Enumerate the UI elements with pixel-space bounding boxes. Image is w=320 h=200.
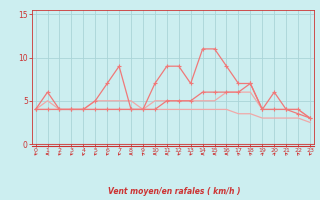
Text: Vent moyen/en rafales ( km/h ): Vent moyen/en rafales ( km/h ) xyxy=(108,187,241,196)
